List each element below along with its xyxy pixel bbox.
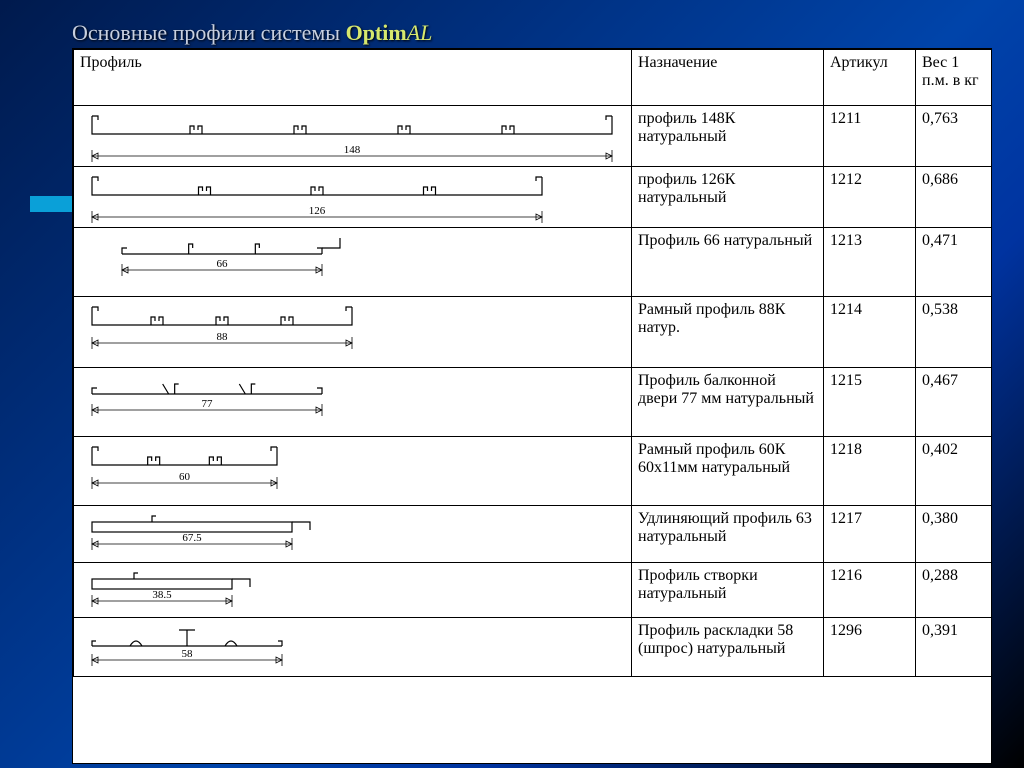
cell-ves: 0,391	[916, 618, 992, 677]
profile-diagram: 77	[74, 368, 632, 437]
cell-ves: 0,538	[916, 297, 992, 368]
cell-art: 1214	[824, 297, 916, 368]
svg-text:77: 77	[202, 398, 214, 410]
col-naz: Назначение	[632, 50, 824, 106]
svg-text:38.5: 38.5	[152, 589, 172, 601]
profile-diagram: 148	[74, 106, 632, 167]
cell-naz: Рамный профиль 88К натур.	[632, 297, 824, 368]
col-ves: Вес 1 п.м. в кг	[916, 50, 992, 106]
cell-art: 1296	[824, 618, 916, 677]
cell-naz: профиль 126К натуральный	[632, 167, 824, 228]
cell-art: 1218	[824, 437, 916, 506]
table-row: 38.5 Профиль створки натуральный12160,288	[74, 563, 992, 618]
profile-diagram: 60	[74, 437, 632, 506]
accent-bar	[30, 196, 76, 212]
profiles-table: Профиль Назначение Артикул Вес 1 п.м. в …	[73, 49, 992, 677]
col-profile: Профиль	[74, 50, 632, 106]
profile-diagram: 67.5	[74, 506, 632, 563]
cell-art: 1212	[824, 167, 916, 228]
brand-second: AL	[407, 20, 433, 45]
cell-ves: 0,288	[916, 563, 992, 618]
brand-first: Optim	[346, 20, 407, 45]
profile-diagram: 58	[74, 618, 632, 677]
cell-art: 1215	[824, 368, 916, 437]
table-row: 66 Профиль 66 натуральный12130,471	[74, 228, 992, 297]
table-row: 148 профиль 148К натуральный12110,763	[74, 106, 992, 167]
profile-diagram: 126	[74, 167, 632, 228]
svg-text:58: 58	[182, 648, 194, 660]
cell-ves: 0,380	[916, 506, 992, 563]
cell-art: 1216	[824, 563, 916, 618]
cell-naz: профиль 148К натуральный	[632, 106, 824, 167]
cell-naz: Профиль раскладки 58 (шпрос) натуральный	[632, 618, 824, 677]
page-title: Основные профили системы OptimAL	[72, 20, 432, 46]
table-row: 126 профиль 126К натуральный12120,686	[74, 167, 992, 228]
title-prefix: Основные профили системы	[72, 20, 346, 45]
cell-naz: Профиль балконной двери 77 мм натуральны…	[632, 368, 824, 437]
cell-naz: Удлиняющий профиль 63 натуральный	[632, 506, 824, 563]
svg-text:60: 60	[179, 471, 191, 483]
table-header-row: Профиль Назначение Артикул Вес 1 п.м. в …	[74, 50, 992, 106]
document-sheet: Профиль Назначение Артикул Вес 1 п.м. в …	[72, 48, 992, 764]
cell-ves: 0,467	[916, 368, 992, 437]
cell-ves: 0,471	[916, 228, 992, 297]
table-row: 60 Рамный профиль 60К 60х11мм натуральный…	[74, 437, 992, 506]
svg-text:66: 66	[217, 258, 229, 270]
cell-art: 1213	[824, 228, 916, 297]
table-row: 67.5 Удлиняющий профиль 63 натуральный121…	[74, 506, 992, 563]
cell-naz: Профиль створки натуральный	[632, 563, 824, 618]
profile-diagram: 38.5	[74, 563, 632, 618]
table-row: 88 Рамный профиль 88К натур.12140,538	[74, 297, 992, 368]
table-row: 77 Профиль балконной двери 77 мм натураль…	[74, 368, 992, 437]
cell-naz: Профиль 66 натуральный	[632, 228, 824, 297]
svg-text:126: 126	[309, 205, 326, 217]
cell-naz: Рамный профиль 60К 60х11мм натуральный	[632, 437, 824, 506]
profile-diagram: 88	[74, 297, 632, 368]
col-art: Артикул	[824, 50, 916, 106]
table-row: 58 Профиль раскладки 58 (шпрос) натуральн…	[74, 618, 992, 677]
profile-diagram: 66	[74, 228, 632, 297]
svg-text:148: 148	[344, 144, 361, 156]
cell-art: 1217	[824, 506, 916, 563]
cell-ves: 0,686	[916, 167, 992, 228]
svg-text:67.5: 67.5	[182, 532, 202, 544]
cell-ves: 0,763	[916, 106, 992, 167]
cell-art: 1211	[824, 106, 916, 167]
svg-text:88: 88	[217, 331, 229, 343]
cell-ves: 0,402	[916, 437, 992, 506]
